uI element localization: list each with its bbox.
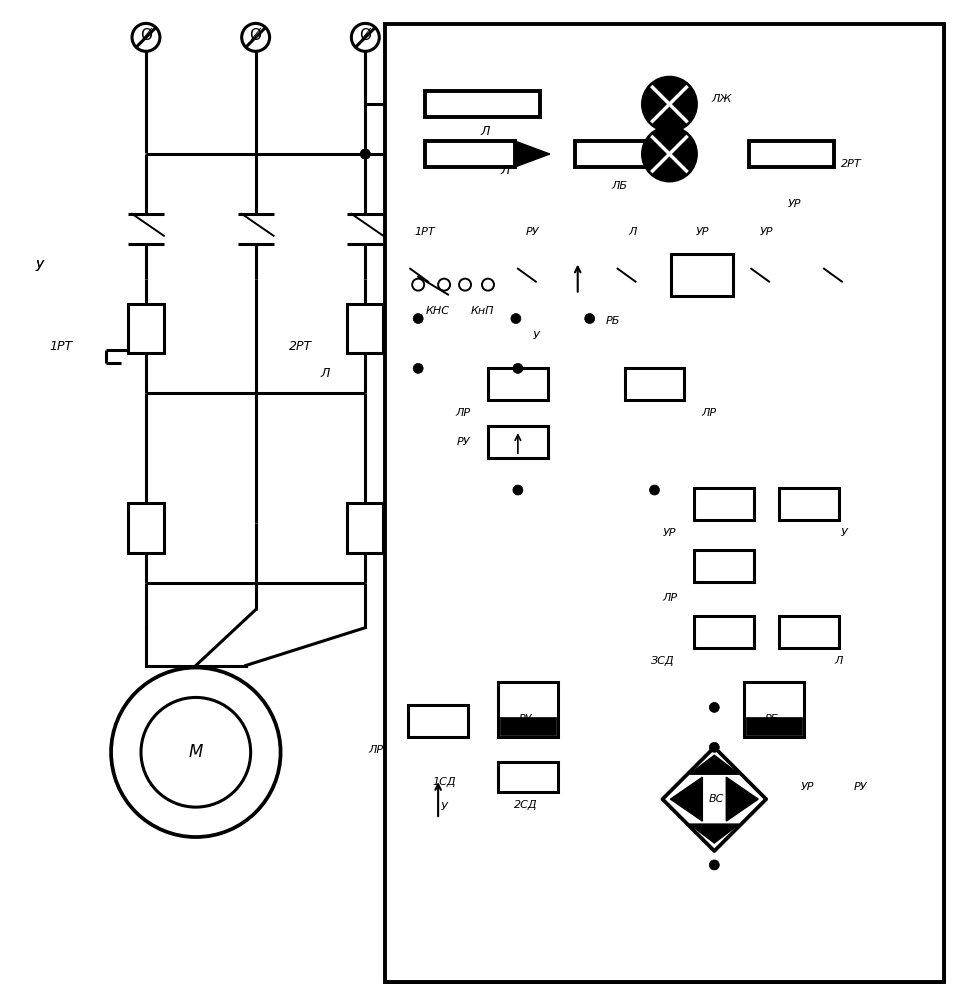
Bar (749, 141, 834, 167)
Circle shape (511, 313, 521, 324)
Text: у: у (35, 257, 43, 271)
Text: РБ: РБ (605, 316, 620, 326)
Bar (574, 141, 665, 167)
Circle shape (132, 23, 160, 51)
Text: РУ: РУ (526, 227, 540, 237)
Bar (694, 616, 754, 647)
Circle shape (412, 278, 424, 290)
Text: 2РТ: 2РТ (841, 159, 861, 169)
Text: ЛР: ЛР (702, 408, 717, 418)
Text: У: У (441, 802, 448, 812)
Text: ЛР: ЛР (369, 745, 384, 755)
Bar (128, 503, 164, 552)
Text: ЛР: ЛР (456, 408, 471, 418)
Circle shape (242, 23, 269, 51)
Text: 2РТ: 2РТ (289, 340, 312, 353)
Circle shape (351, 23, 380, 51)
Polygon shape (690, 825, 739, 843)
Text: 1РТ: 1РТ (50, 340, 73, 353)
Circle shape (513, 364, 523, 373)
Bar (779, 488, 839, 520)
Text: УР: УР (760, 227, 773, 237)
Circle shape (710, 703, 719, 713)
Text: Л: Л (501, 164, 509, 177)
Text: Л: Л (628, 227, 637, 237)
Text: КНС: КНС (426, 305, 450, 316)
Text: У: У (841, 528, 848, 538)
Bar (746, 718, 802, 735)
Bar (779, 616, 839, 647)
Bar (488, 368, 548, 400)
Text: Л: Л (834, 655, 843, 665)
Bar (409, 706, 468, 737)
Circle shape (111, 667, 281, 837)
Text: Ø: Ø (360, 28, 371, 43)
Text: УР: УР (787, 199, 801, 209)
Text: УР: УР (801, 782, 814, 792)
Circle shape (413, 313, 423, 324)
Text: ЛЖ: ЛЖ (712, 94, 732, 104)
Circle shape (585, 313, 595, 324)
Bar (347, 503, 384, 552)
Circle shape (710, 860, 719, 870)
Polygon shape (670, 777, 702, 822)
Text: у: у (35, 257, 43, 271)
Circle shape (141, 698, 250, 807)
Polygon shape (690, 755, 739, 774)
Circle shape (482, 278, 494, 290)
Bar (694, 550, 754, 582)
Text: У: У (532, 332, 539, 342)
Circle shape (459, 278, 471, 290)
Text: РБ: РБ (765, 715, 780, 725)
Text: ВС: ВС (709, 794, 724, 804)
Circle shape (361, 149, 370, 159)
Text: 1СД: 1СД (433, 777, 456, 787)
Bar (671, 254, 734, 295)
Circle shape (643, 78, 696, 131)
Circle shape (438, 278, 450, 290)
Polygon shape (726, 777, 759, 822)
Text: УР: УР (663, 528, 676, 538)
Text: 2СД: 2СД (514, 800, 538, 810)
Text: ЛБ: ЛБ (612, 180, 627, 191)
Text: Ø: Ø (249, 28, 262, 43)
Bar (624, 368, 685, 400)
Text: Л: Л (320, 367, 330, 380)
Text: ЛР: ЛР (662, 593, 677, 603)
Bar (498, 762, 558, 792)
Text: М: М (189, 743, 203, 761)
Bar (694, 488, 754, 520)
Bar (386, 24, 944, 982)
Bar (128, 303, 164, 354)
Circle shape (649, 485, 660, 495)
Text: РУ: РУ (456, 437, 470, 448)
Bar (425, 91, 540, 117)
Circle shape (513, 485, 523, 495)
Bar (347, 303, 384, 354)
Circle shape (361, 149, 370, 159)
Text: Л: Л (480, 125, 490, 137)
Text: УР: УР (695, 227, 709, 237)
Text: ЗСД: ЗСД (650, 655, 674, 665)
Bar (425, 141, 515, 167)
Bar (498, 682, 558, 737)
Bar (500, 718, 556, 735)
Text: РУ: РУ (854, 782, 868, 792)
Bar (488, 426, 548, 458)
Text: 1РТ: 1РТ (415, 227, 435, 237)
Text: КнП: КнП (470, 305, 494, 316)
Circle shape (710, 742, 719, 752)
Text: РУ: РУ (519, 715, 532, 725)
Polygon shape (515, 141, 550, 167)
Text: Ø: Ø (140, 28, 152, 43)
Bar (744, 682, 804, 737)
Circle shape (643, 127, 696, 181)
Circle shape (413, 364, 423, 373)
